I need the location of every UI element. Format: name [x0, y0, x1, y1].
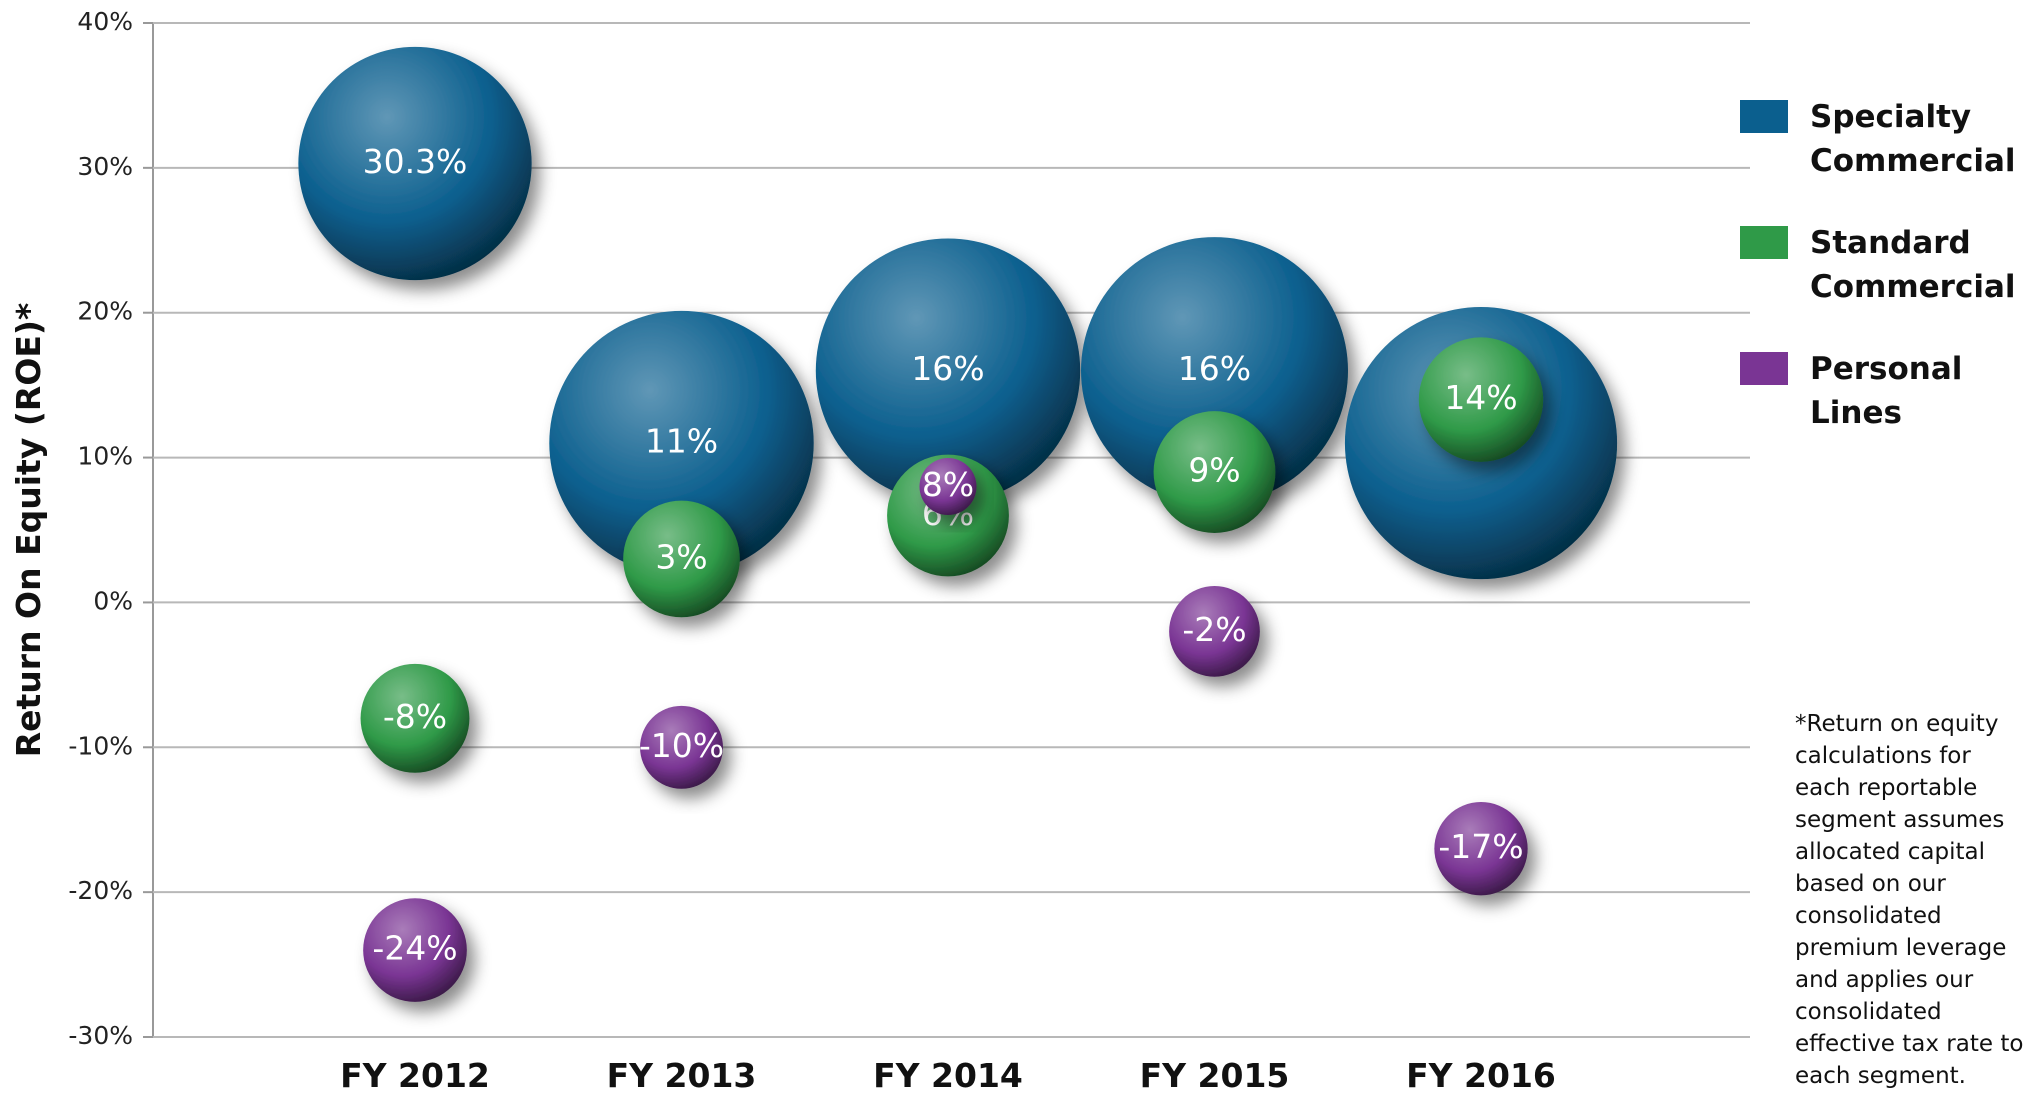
data-label: -10% [639, 726, 724, 765]
bubble [1081, 237, 1348, 505]
data-label: 9% [1188, 451, 1240, 490]
data-label: -8% [383, 697, 447, 736]
data-label: -2% [1182, 610, 1246, 649]
y-tick-label: 0% [93, 586, 133, 615]
data-label: 16% [911, 349, 984, 388]
legend-item: Personal Lines [1740, 347, 2030, 435]
bubble [360, 663, 470, 773]
y-tick-label: 10% [77, 442, 133, 471]
data-label: -17% [1438, 827, 1523, 866]
bubble [1418, 337, 1544, 462]
x-tick-label: FY 2013 [607, 1056, 757, 1095]
legend-item: Standard Commercial [1740, 221, 2030, 309]
bubble [623, 500, 740, 618]
bubble [1169, 586, 1260, 677]
data-label: 3% [655, 537, 707, 576]
legend-item: Specialty Commercial [1740, 95, 2030, 183]
bubble [1153, 411, 1276, 533]
y-tick-label: -10% [68, 731, 133, 760]
y-tick-label: 30% [77, 152, 133, 181]
x-tick-label: FY 2016 [1406, 1056, 1556, 1095]
data-label: 14% [1444, 378, 1517, 417]
data-label: 16% [1178, 349, 1251, 388]
legend-label: Standard Commercial [1810, 225, 2016, 305]
data-label: -24% [372, 929, 457, 968]
bubble [815, 238, 1081, 503]
data-label: 11% [645, 422, 718, 461]
bubble [887, 454, 1009, 577]
bubble [640, 705, 723, 789]
legend-label: Specialty Commercial [1810, 99, 2016, 179]
legend: Specialty Commercial Standard Commercial P… [1740, 95, 2030, 473]
bubble [298, 46, 532, 281]
legend-swatch [1740, 352, 1788, 385]
legend-swatch [1740, 100, 1788, 133]
x-tick-label: FY 2014 [873, 1056, 1023, 1095]
bubble [363, 898, 467, 1002]
x-tick-label: FY 2015 [1140, 1056, 1290, 1095]
y-tick-label: 20% [77, 297, 133, 326]
y-tick-label: -30% [68, 1021, 133, 1050]
y-axis-label: Return On Equity (ROE)* [9, 303, 48, 758]
y-tick-label: 40% [77, 7, 133, 36]
data-label: 8% [922, 465, 974, 504]
x-tick-label: FY 2012 [340, 1056, 490, 1095]
y-tick-label: -20% [68, 876, 133, 905]
footnote: *Return on equity calculations for each … [1795, 711, 2024, 1089]
data-label: 30.3% [363, 142, 468, 181]
legend-swatch [1740, 226, 1788, 259]
legend-label: Personal Lines [1810, 351, 1963, 431]
bubble [549, 310, 814, 576]
bubble [1434, 802, 1528, 896]
bubble [919, 458, 977, 516]
